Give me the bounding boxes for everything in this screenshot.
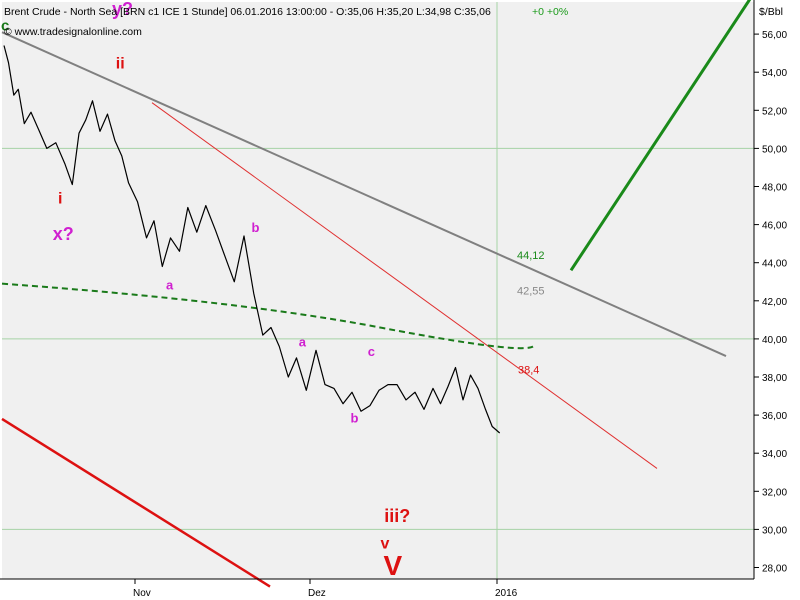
wave-label: v bbox=[381, 535, 390, 552]
wave-label: b bbox=[252, 220, 260, 235]
axis-area-right bbox=[754, 0, 800, 600]
overlay-layer bbox=[1, 0, 752, 588]
lower-channel-line bbox=[1, 417, 271, 588]
wave-label: i bbox=[58, 191, 62, 208]
green-projection-line bbox=[569, 0, 752, 272]
y-tick-label: 48,00 bbox=[762, 183, 787, 194]
level-label: 42,55 bbox=[517, 285, 545, 297]
y-tick-label: 50,00 bbox=[762, 144, 787, 155]
plot-background bbox=[2, 2, 754, 579]
y-tick-label: 40,00 bbox=[762, 335, 787, 346]
y-tick-label: 56,00 bbox=[762, 30, 787, 41]
y-tick-label: 54,00 bbox=[762, 68, 787, 79]
y-tick-label: 42,00 bbox=[762, 297, 787, 308]
header-source: © www.tradesignalonline.com bbox=[4, 26, 142, 38]
x-tick-label: Dez bbox=[308, 588, 326, 599]
wave-label: V bbox=[384, 550, 403, 581]
wave-label: x? bbox=[53, 224, 74, 244]
red-trendline bbox=[151, 102, 658, 469]
level-label: 44,12 bbox=[517, 250, 545, 262]
level-label: 38,4 bbox=[518, 364, 539, 376]
y-tick-label: 46,00 bbox=[762, 221, 787, 232]
axis-unit-label: $/Bbl bbox=[759, 6, 783, 18]
axis-area-bottom bbox=[0, 579, 800, 600]
price-layer bbox=[3, 45, 501, 434]
y-tick-label: 28,00 bbox=[762, 564, 787, 575]
y-tick-label: 52,00 bbox=[762, 106, 787, 117]
upper-channel-line bbox=[1, 31, 727, 357]
header-layer: Brent Crude - North Sea [BRN c1 ICE 1 St… bbox=[4, 6, 783, 38]
green-dashed-average bbox=[1, 282, 534, 350]
y-tick-label: 36,00 bbox=[762, 411, 787, 422]
y-tick-label: 38,00 bbox=[762, 373, 787, 384]
wave-label: b bbox=[351, 411, 359, 426]
header-title: Brent Crude - North Sea [BRN c1 ICE 1 St… bbox=[4, 6, 491, 18]
y-tick-label: 32,00 bbox=[762, 487, 787, 498]
wave-label: c bbox=[1, 17, 9, 34]
axis-layer: 28,00 30,00 32,00 34,00 36,00 38,00 40,00 42,00… bbox=[133, 30, 787, 599]
x-tick-label: 2016 bbox=[495, 588, 518, 599]
wave-label: a bbox=[299, 335, 307, 350]
wave-label: c bbox=[368, 344, 375, 359]
grid-layer bbox=[2, 2, 754, 579]
y-tick-label: 30,00 bbox=[762, 525, 787, 536]
wave-label: ii bbox=[116, 55, 125, 72]
wave-label: a bbox=[166, 277, 174, 292]
x-tick-label: Nov bbox=[133, 588, 151, 599]
y-tick-label: 34,00 bbox=[762, 449, 787, 460]
y-tick-label: 44,00 bbox=[762, 259, 787, 270]
header-change: +0 +0% bbox=[532, 6, 568, 18]
wave-label: y? bbox=[112, 0, 133, 19]
wave-label: iii? bbox=[384, 506, 410, 526]
price-line bbox=[3, 45, 501, 434]
